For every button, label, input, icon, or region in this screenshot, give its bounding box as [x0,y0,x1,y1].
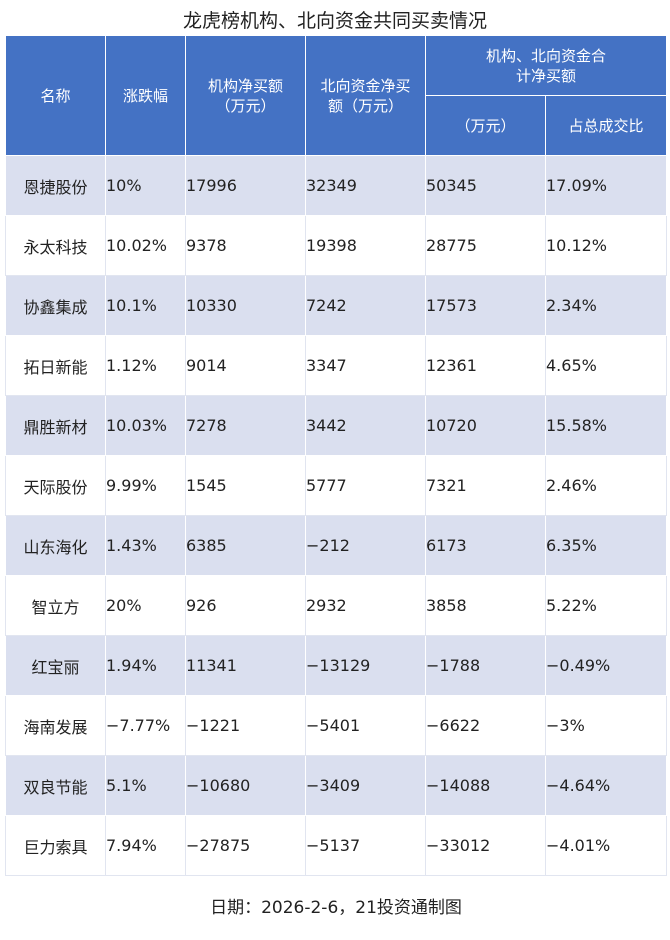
table-cell: 1.94% [105,635,186,696]
table-cell: 20% [105,575,186,636]
table-cell: 4.65% [545,335,667,396]
table-cell: −10680 [185,755,306,816]
table-cell: 17996 [185,155,306,216]
table-cell: 10.1% [105,275,186,336]
header-name: 名称 [5,35,106,156]
table-cell: −4.01% [545,815,667,876]
table-cell: −212 [305,515,426,576]
table-row: 永太科技 10.02% 9378 19398 28775 10.12% [5,215,667,276]
table-cell: 19398 [305,215,426,276]
table-cell: −1788 [425,635,546,696]
header-combined: 机构、北向资金合计净买额 [425,35,667,96]
header-change: 涨跌幅 [105,35,186,156]
table-cell: 9.99% [105,455,186,516]
table-cell: −3409 [305,755,426,816]
stock-name-cell: 鼎胜新材 [5,395,106,456]
table-cell: −27875 [185,815,306,876]
table-cell: 2.46% [545,455,667,516]
table-row: 恩捷股份 10% 17996 32349 50345 17.09% [5,155,667,216]
table-row: 双良节能 5.1% −10680 −3409 −14088 −4.64% [5,755,667,816]
table-cell: 12361 [425,335,546,396]
table-cell: 1.12% [105,335,186,396]
table-cell: 15.58% [545,395,667,456]
table-cell: 5777 [305,455,426,516]
table-cell: 32349 [305,155,426,216]
table-cell: −3% [545,695,667,756]
stock-name-cell: 恩捷股份 [5,155,106,216]
table-row: 鼎胜新材 10.03% 7278 3442 10720 15.58% [5,395,667,456]
table-cell: −5401 [305,695,426,756]
table-cell: 1545 [185,455,306,516]
table-row: 协鑫集成 10.1% 10330 7242 17573 2.34% [5,275,667,336]
stock-name-cell: 永太科技 [5,215,106,276]
stock-name-cell: 巨力索具 [5,815,106,876]
table-cell: 10.02% [105,215,186,276]
stock-name-cell: 拓日新能 [5,335,106,396]
table-cell: 9378 [185,215,306,276]
chart-title: 龙虎榜机构、北向资金共同买卖情况 [182,10,487,32]
table-row: 海南发展 −7.77% −1221 −5401 −6622 −3% [5,695,667,756]
header-inst: 机构净买额（万元） [185,35,306,156]
stock-name-cell: 天际股份 [5,455,106,516]
table-cell: −4.64% [545,755,667,816]
table-cell: −33012 [425,815,546,876]
table-row: 智立方 20% 926 2932 3858 5.22% [5,575,667,636]
table-cell: 926 [185,575,306,636]
footer-note: 日期：2026-2-6，21投资通制图 [5,875,667,936]
table-cell: 10.03% [105,395,186,456]
table-cell: 5.22% [545,575,667,636]
table-cell: 28775 [425,215,546,276]
table-cell: 1.43% [105,515,186,576]
header-ratio: 占总成交比 [545,95,667,156]
table-cell: −5137 [305,815,426,876]
stock-name-cell: 协鑫集成 [5,275,106,336]
table-row: 拓日新能 1.12% 9014 3347 12361 4.65% [5,335,667,396]
table-cell: 5.1% [105,755,186,816]
table-cell: 6.35% [545,515,667,576]
table-cell: 7242 [305,275,426,336]
table-cell: 9014 [185,335,306,396]
table-cell: 10330 [185,275,306,336]
header-north: 北向资金净买额（万元） [305,35,426,156]
stock-name-cell: 智立方 [5,575,106,636]
table-cell: 6385 [185,515,306,576]
table-cell: 50345 [425,155,546,216]
table-cell: 3442 [305,395,426,456]
table-row: 天际股份 9.99% 1545 5777 7321 2.46% [5,455,667,516]
table-cell: −1221 [185,695,306,756]
table-cell: 3858 [425,575,546,636]
table-cell: 2.34% [545,275,667,336]
table-cell: −7.77% [105,695,186,756]
table-cell: 2932 [305,575,426,636]
table-cell: −0.49% [545,635,667,696]
stock-name-cell: 红宝丽 [5,635,106,696]
table-cell: 11341 [185,635,306,696]
table-cell: 10% [105,155,186,216]
data-table: 名称 涨跌幅 机构净买额（万元） 北向资金净买额（万元） 机构、北向资金合计净买… [5,35,667,936]
table-cell: 17573 [425,275,546,336]
table-row: 红宝丽 1.94% 11341 −13129 −1788 −0.49% [5,635,667,696]
table-row: 巨力索具 7.94% −27875 −5137 −33012 −4.01% [5,815,667,876]
table-cell: −6622 [425,695,546,756]
stock-name-cell: 山东海化 [5,515,106,576]
table-cell: 3347 [305,335,426,396]
table-cell: 7278 [185,395,306,456]
stock-name-cell: 双良节能 [5,755,106,816]
table-cell: 17.09% [545,155,667,216]
table-cell: 10.12% [545,215,667,276]
table-row: 山东海化 1.43% 6385 −212 6173 6.35% [5,515,667,576]
table-cell: 10720 [425,395,546,456]
stock-name-cell: 海南发展 [5,695,106,756]
table-cell: −13129 [305,635,426,696]
table-cell: −14088 [425,755,546,816]
table-body: 恩捷股份 10% 17996 32349 50345 17.09% 永太科技 10.02% 93… [5,155,667,876]
table-cell: 7.94% [105,815,186,876]
header-combined-unit: （万元） [425,95,546,156]
table-cell: 7321 [425,455,546,516]
table-cell: 6173 [425,515,546,576]
